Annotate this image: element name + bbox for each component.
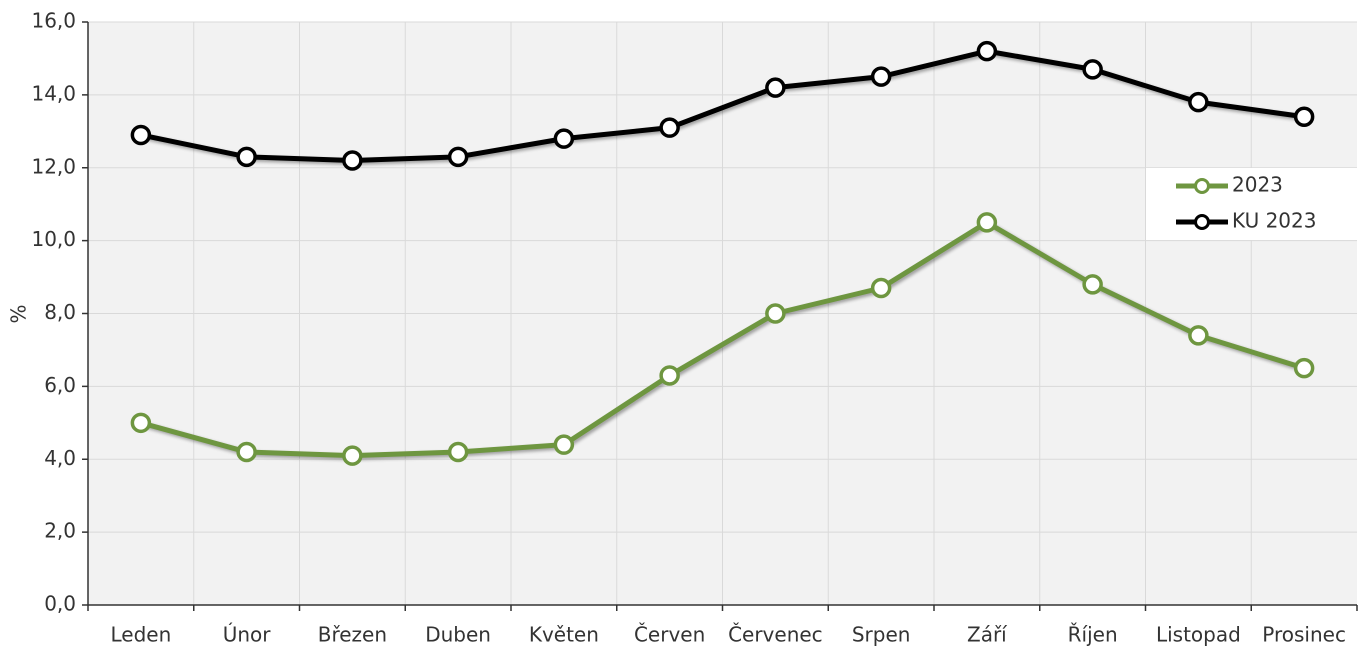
data-point bbox=[1082, 59, 1103, 80]
y-tick-label: 6,0 bbox=[44, 373, 76, 397]
legend-label: 2023 bbox=[1232, 173, 1283, 197]
data-point bbox=[1293, 357, 1315, 379]
data-point bbox=[447, 441, 469, 463]
data-point bbox=[553, 434, 575, 455]
y-tick-label: 10,0 bbox=[31, 227, 76, 251]
data-point bbox=[870, 277, 892, 299]
data-point bbox=[342, 445, 363, 466]
series-line bbox=[140, 219, 1305, 459]
data-point bbox=[659, 117, 680, 138]
x-tick-label: Březen bbox=[318, 623, 387, 647]
x-tick-label: Říjen bbox=[1068, 623, 1118, 647]
y-tick-label: 16,0 bbox=[31, 9, 76, 33]
legend bbox=[1146, 168, 1357, 240]
x-tick-label: Duben bbox=[425, 623, 491, 647]
data-point bbox=[765, 77, 786, 98]
x-tick-label: Srpen bbox=[852, 623, 911, 647]
data-point bbox=[765, 303, 786, 324]
data-point bbox=[342, 150, 363, 171]
data-point bbox=[870, 66, 892, 87]
data-point bbox=[553, 128, 575, 149]
data-point bbox=[659, 365, 680, 386]
data-point bbox=[1188, 325, 1209, 346]
x-tick-label: Září bbox=[967, 623, 1008, 647]
data-point bbox=[236, 441, 257, 463]
y-tick-label: 8,0 bbox=[44, 300, 76, 324]
x-tick-label: Červenec bbox=[728, 623, 823, 647]
y-tick-label: 14,0 bbox=[31, 81, 76, 105]
x-tick-label: Listopad bbox=[1156, 623, 1241, 647]
y-tick-label: 2,0 bbox=[44, 519, 76, 543]
y-tick-label: 12,0 bbox=[31, 154, 76, 178]
series-line bbox=[140, 48, 1305, 163]
data-point bbox=[976, 40, 998, 62]
x-tick-label: Prosinec bbox=[1262, 623, 1346, 647]
data-point bbox=[130, 124, 152, 146]
x-tick-label: Červen bbox=[634, 623, 705, 647]
data-point bbox=[447, 146, 469, 168]
data-point bbox=[1293, 106, 1315, 127]
data-point bbox=[1188, 91, 1209, 113]
legend-marker bbox=[1194, 214, 1210, 230]
data-point bbox=[1082, 274, 1103, 295]
data-point bbox=[130, 412, 152, 434]
data-point bbox=[236, 146, 257, 168]
y-tick-label: 4,0 bbox=[44, 446, 76, 470]
legend-marker bbox=[1194, 178, 1210, 194]
legend-label: KU 2023 bbox=[1232, 209, 1316, 233]
x-tick-label: Leden bbox=[110, 623, 171, 647]
x-tick-label: Květen bbox=[529, 623, 599, 647]
data-point bbox=[976, 212, 998, 233]
x-tick-label: Únor bbox=[223, 623, 272, 647]
y-tick-label: 0,0 bbox=[44, 592, 76, 616]
y-axis-label: % bbox=[7, 304, 31, 323]
